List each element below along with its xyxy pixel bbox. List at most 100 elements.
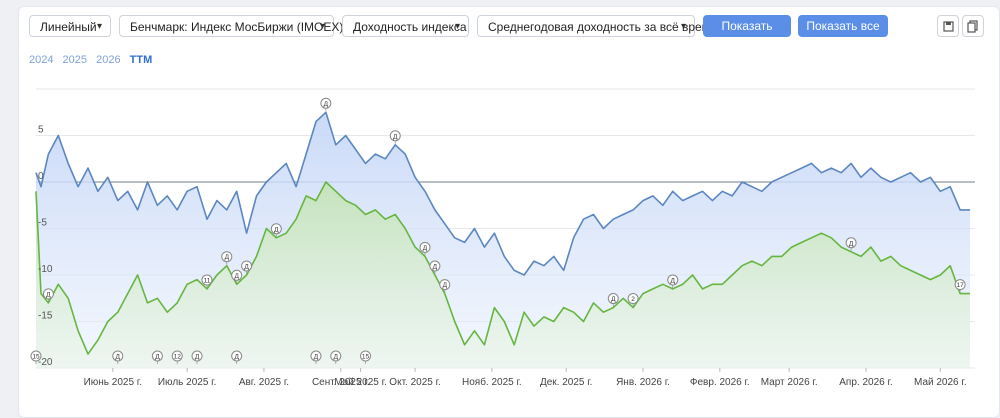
marker-label: Д (611, 296, 616, 303)
x-tick-label: Дек. 2025 г. (540, 377, 593, 388)
trade-marker: Д (607, 293, 619, 307)
x-tick-label: Февр. 2026 г. (690, 377, 750, 388)
y-tick-label: -10 (38, 264, 53, 275)
trade-marker: Д (231, 269, 243, 284)
marker-label: Д (423, 245, 428, 252)
trade-marker: Д (191, 350, 203, 364)
marker-label: Д (324, 101, 329, 108)
trade-marker: 2 (627, 293, 639, 307)
benchmark-dropdown[interactable]: Бенчмарк: Индекс МосБиржи (IMOEX), ₽ ▾ (119, 15, 358, 37)
x-tick-label: Окт. 2025 г. (389, 377, 441, 388)
period-2025[interactable]: 2025 (62, 54, 88, 66)
trade-marker: Д (429, 260, 441, 274)
marker-circle (151, 350, 163, 362)
x-tick-label: Июль 2025 г. (158, 377, 217, 388)
trade-marker: Д (310, 350, 322, 364)
marker-label: Д (443, 282, 448, 289)
trade-marker: Д (112, 350, 124, 364)
y-tick-label: -20 (38, 357, 53, 368)
x-tick-label: Май 2026 г. (914, 377, 967, 388)
trade-marker: 15 (360, 350, 372, 364)
x-tick-label: Июнь 2025 г. (84, 377, 142, 388)
marker-label: Д (274, 226, 279, 233)
returns-chart: 5 0 -5 -10 -15 -20 Июнь 2025 г. Июль 2025 г. Ав… (30, 88, 975, 388)
benchmark-line (35, 111, 970, 276)
marker-circle (191, 350, 203, 362)
trade-marker: Д (439, 279, 451, 293)
marker-label: 15 (362, 354, 370, 361)
marker-label: 15 (32, 354, 40, 361)
marker-label: Д (234, 354, 239, 361)
x-tick-label: Апр. 2026 г. (839, 377, 892, 388)
marker-label: Д (849, 240, 854, 247)
marker-circle (360, 350, 372, 362)
show-trades-button[interactable]: Показать сделки (703, 15, 791, 55)
trade-marker: Д (42, 288, 54, 302)
marker-label: 17 (957, 282, 965, 289)
y-tick-label: 0 (38, 171, 44, 182)
marker-label: Д (393, 133, 398, 140)
marker-circle (389, 130, 401, 142)
marker-circle (241, 260, 253, 272)
trade-marker: 11 (201, 274, 213, 288)
period-ttm[interactable]: TTM (129, 54, 153, 66)
marker-circle (231, 350, 243, 362)
marker-circle (320, 97, 332, 109)
portfolio-area (36, 182, 970, 368)
x-tick-label: Авг. 2025 г. (239, 377, 289, 388)
marker-circle (270, 223, 282, 235)
chart-panel: Линейный ▾ Бенчмарк: Индекс МосБиржи (IM… (18, 6, 1000, 418)
marker-circle (419, 241, 431, 253)
portfolio-line (35, 181, 970, 355)
save-icon[interactable] (937, 15, 959, 37)
marker-circle (310, 350, 322, 362)
chevron-down-icon: ▾ (96, 21, 102, 32)
marker-circle (954, 279, 966, 291)
marker-circle (221, 251, 233, 263)
marker-label: Д (116, 354, 121, 361)
x-tick-label: Нояб. 2025 г. (462, 376, 522, 388)
y-tick-label: -5 (38, 218, 47, 229)
marker-label: Д (234, 273, 239, 280)
period-2024[interactable]: 2024 (29, 54, 54, 66)
marker-label: Д (225, 254, 230, 261)
average-dropdown-label: Среднегодовая доходность за всё время (488, 20, 717, 34)
marker-label: Д (46, 291, 51, 298)
show-all-days-button[interactable]: Показать все дни (798, 15, 888, 55)
marker-label: Д (244, 264, 249, 271)
x-tick-label: Март 2026 г. (761, 377, 818, 388)
x-tick-label: Май 2025 г. (334, 377, 387, 388)
chevron-down-icon: ▾ (319, 21, 325, 32)
trade-marker: Д (270, 223, 282, 237)
scale-dropdown-label: Линейный (40, 20, 97, 34)
marker-circle (231, 269, 243, 281)
trade-marker: Д (221, 251, 233, 265)
y-tick-label: -15 (38, 311, 53, 322)
scale-dropdown[interactable]: Линейный ▾ (29, 15, 111, 37)
trade-marker: Д (419, 241, 431, 256)
trade-marker: 12 (171, 350, 183, 364)
trade-marker: Д (845, 237, 857, 251)
marker-circle (439, 279, 451, 291)
marker-circle (171, 350, 183, 362)
marker-label: Д (155, 354, 160, 361)
trade-marker: 17 (954, 279, 966, 293)
marker-label: 12 (174, 354, 182, 361)
marker-circle (667, 274, 679, 286)
metric-dropdown[interactable]: Доходность индекса ▾ (342, 15, 469, 37)
period-2026[interactable]: 2026 (96, 54, 121, 66)
marker-circle (845, 237, 857, 249)
marker-circle (330, 350, 342, 362)
marker-label: 2 (631, 296, 635, 303)
copy-icon[interactable] (962, 15, 984, 37)
trade-marker: Д (330, 350, 342, 364)
trade-marker: Д (320, 97, 332, 112)
marker-circle (42, 288, 54, 300)
toolbar: Линейный ▾ Бенчмарк: Индекс МосБиржи (IM… (29, 15, 989, 55)
marker-label: Д (433, 264, 438, 271)
marker-circle (201, 274, 213, 286)
marker-label: Д (334, 354, 339, 361)
marker-label: Д (671, 277, 676, 284)
average-dropdown[interactable]: Среднегодовая доходность за всё время ▾ (477, 15, 716, 37)
marker-circle (607, 293, 619, 305)
